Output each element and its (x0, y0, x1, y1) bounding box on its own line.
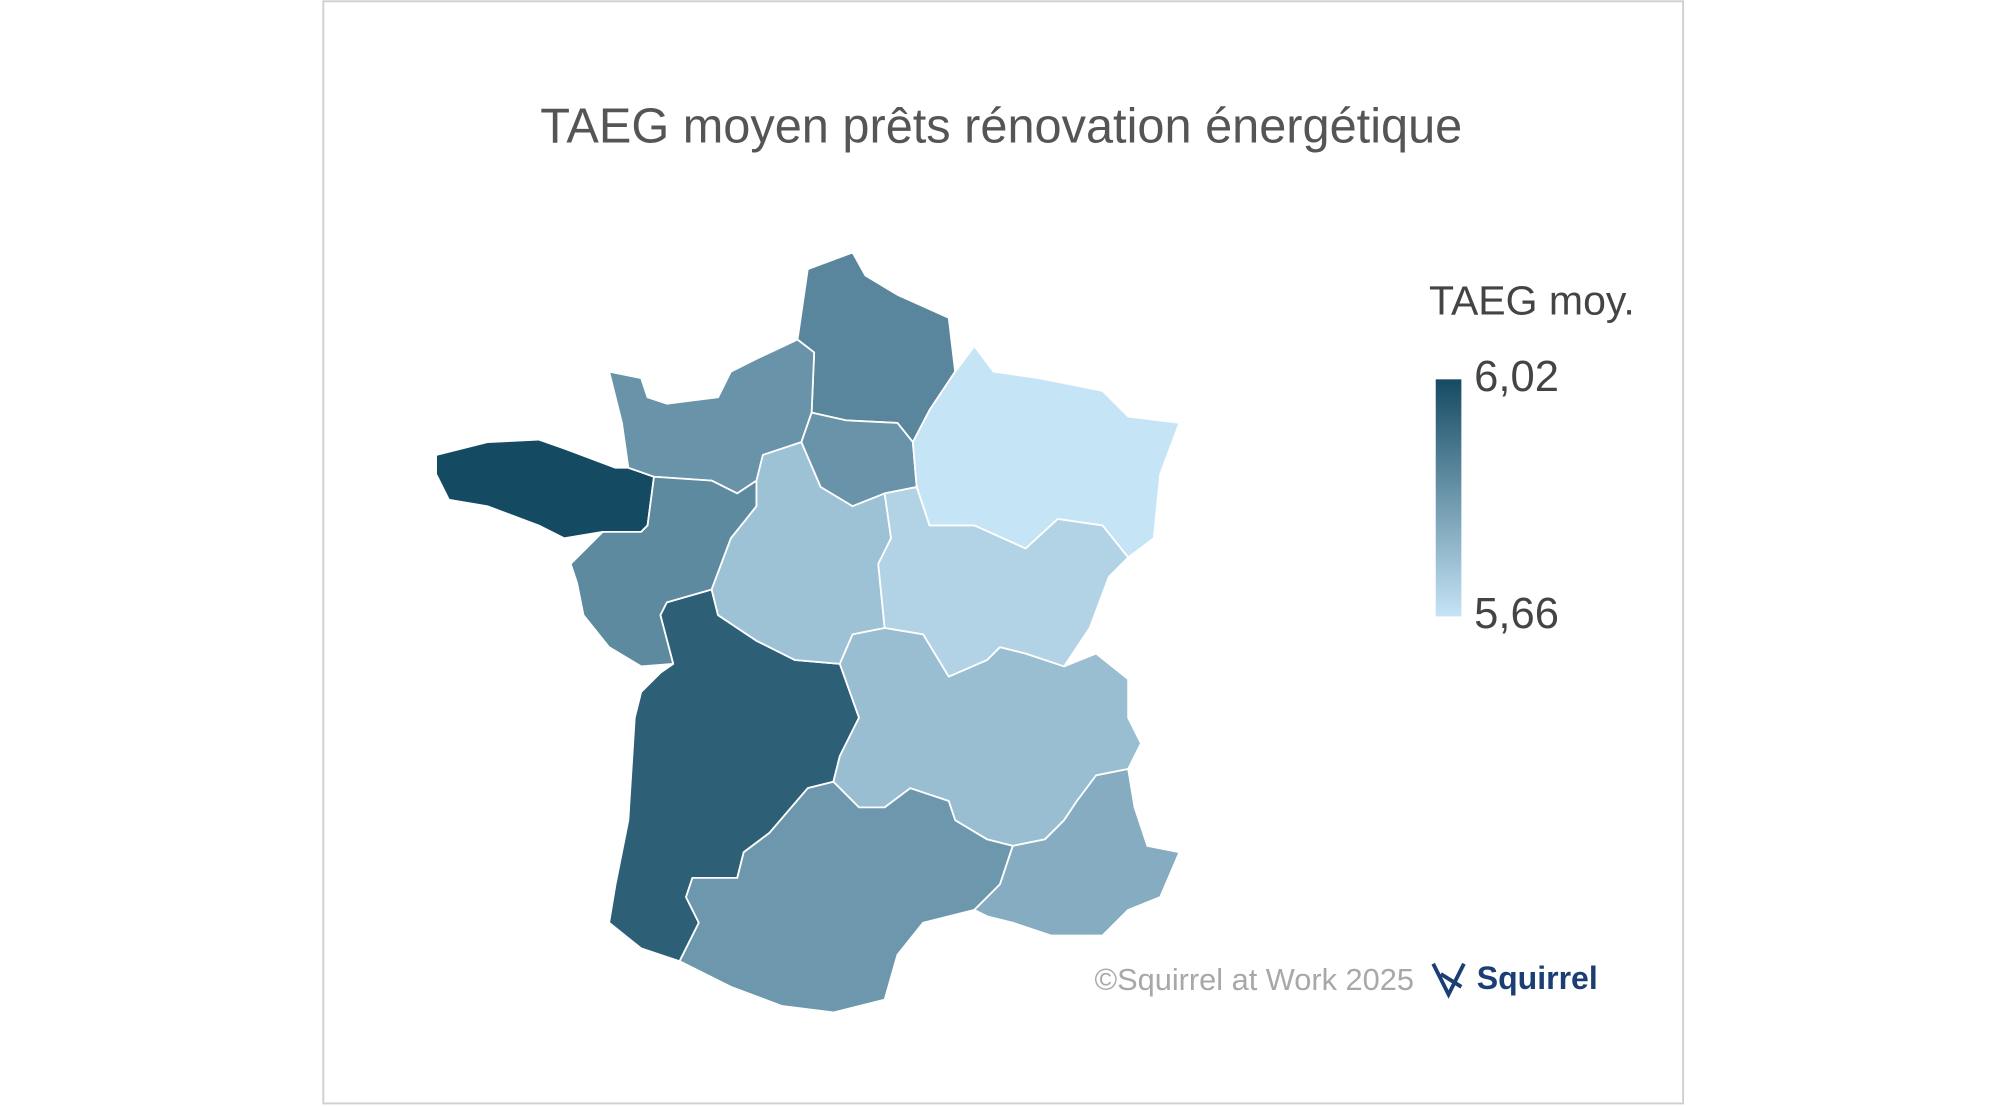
colorbar (1435, 379, 1462, 617)
legend-title: TAEG moy. (1429, 278, 1635, 324)
logo-icon (1431, 962, 1466, 999)
legend-min-label: 5,66 (1474, 590, 1559, 638)
legend: TAEG moy. 6,02 5,66 (1429, 278, 1635, 638)
logo: Squirrel (1431, 960, 1598, 999)
region (973, 768, 1181, 937)
title: TAEG moyen prêts rénovation énergétique (540, 99, 1462, 153)
france-map (435, 251, 1181, 1014)
legend-max-label: 6,02 (1474, 353, 1559, 401)
copyright: ©Squirrel at Work 2025 (1094, 962, 1413, 997)
logo-text: Squirrel (1477, 960, 1598, 996)
